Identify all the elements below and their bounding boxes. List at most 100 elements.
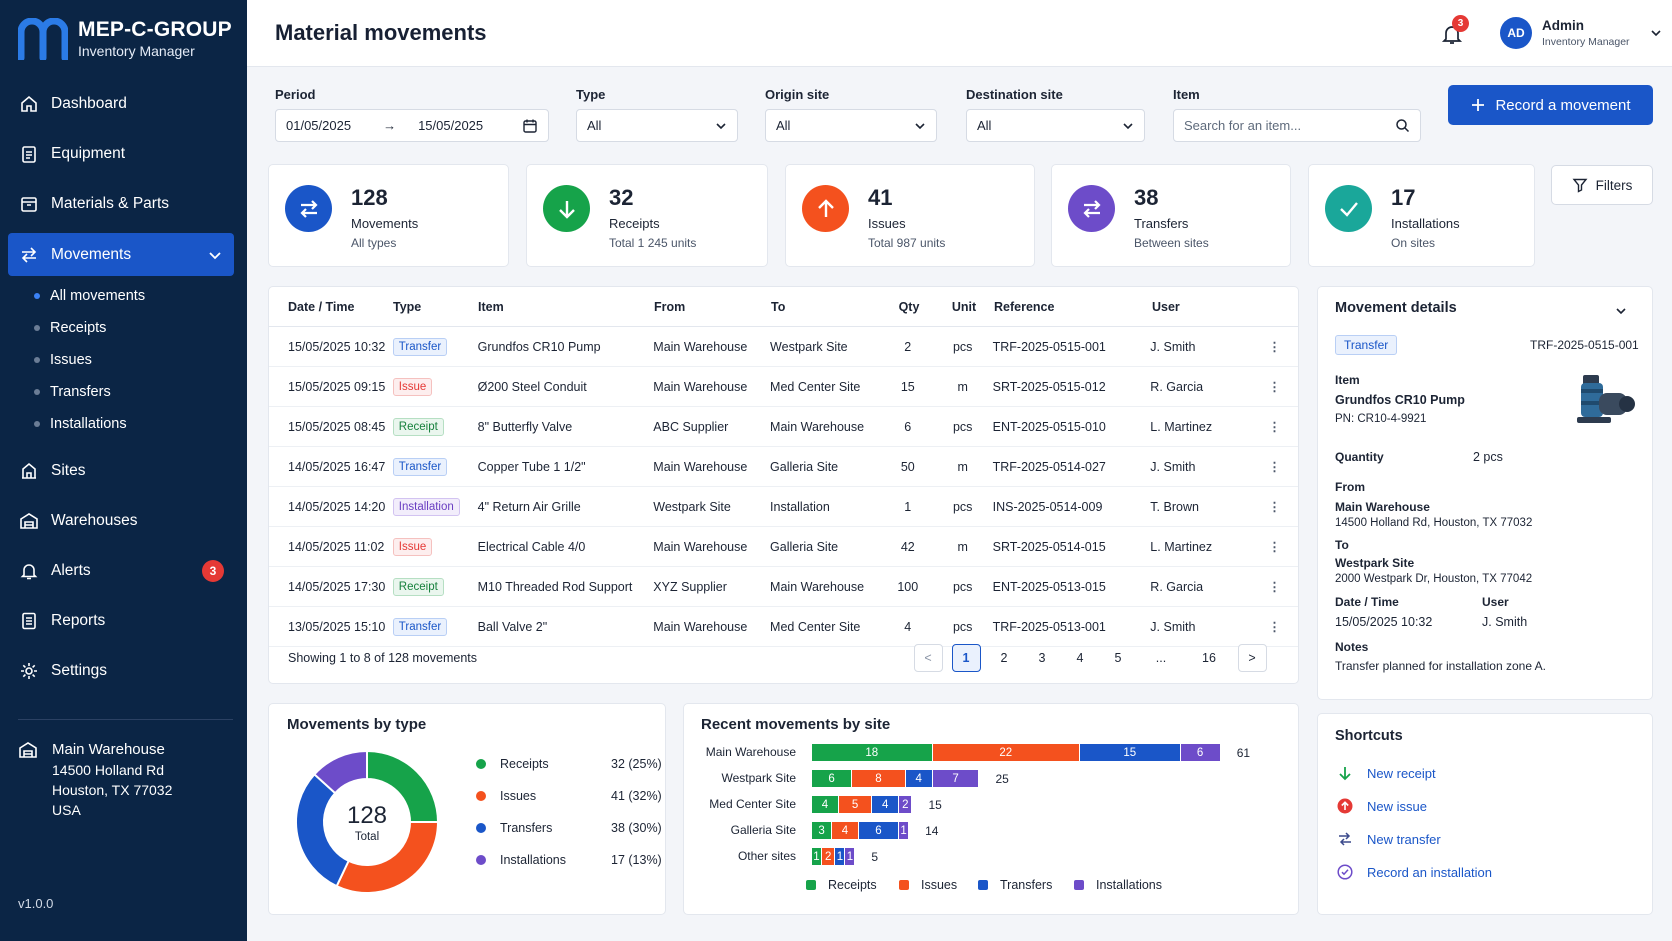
table-row[interactable]: 14/05/2025 17:30 Receipt M10 Threaded Rod … [269, 567, 1298, 607]
page-button-1[interactable]: 1 [947, 644, 985, 672]
period-range-input[interactable]: 01/05/2025 → 15/05/2025 [275, 109, 549, 142]
column-header[interactable]: Qty [898, 299, 920, 314]
nav-warehouses[interactable]: Warehouses [8, 500, 234, 542]
bar-segment-issues[interactable]: 5 [838, 796, 872, 813]
page-button-3[interactable]: 3 [1038, 651, 1046, 665]
row-menu-icon[interactable]: ⋮ [1268, 580, 1281, 594]
bar-segment-installations[interactable]: 2 [899, 796, 912, 813]
donut-center-value: 128 [346, 802, 388, 829]
row-menu-icon[interactable]: ⋮ [1268, 460, 1281, 474]
nav-sites[interactable]: Sites [8, 450, 234, 492]
donut-slice-issues[interactable] [335, 821, 440, 894]
row-menu-icon[interactable]: ⋮ [1268, 340, 1281, 354]
column-header[interactable]: Date / Time [288, 299, 355, 314]
details-item-name: Grundfos CR10 Pump [1335, 393, 1465, 407]
subnav-receipts[interactable]: Receipts [8, 312, 234, 344]
chevron-down-icon[interactable] [1615, 305, 1627, 317]
bar-segment-transfers[interactable]: 6 [858, 822, 899, 839]
subnav-issues[interactable]: Issues [8, 344, 234, 376]
cell-reference: INS-2025-0514-009 [992, 499, 1103, 514]
bar-segment-receipts[interactable]: 6 [812, 770, 852, 787]
nav-movements[interactable]: Movements [8, 233, 234, 276]
stat-card-issues[interactable]: 41 Issues Total 987 units [785, 164, 1035, 267]
user-menu[interactable]: AD Admin Inventory Manager [1500, 17, 1662, 49]
column-header[interactable]: User [1152, 299, 1180, 314]
bar-segment-transfers[interactable]: 4 [872, 796, 899, 813]
stat-card-receipts[interactable]: 32 Receipts Total 1 245 units [526, 164, 768, 267]
bar-segment-installations[interactable]: 7 [932, 770, 979, 787]
page-button-5[interactable]: 5 [1114, 651, 1122, 665]
shortcut-new-receipt[interactable]: New receipt [1337, 765, 1436, 781]
bar-segment-receipts[interactable]: 1 [812, 848, 821, 865]
table-row[interactable]: 15/05/2025 09:15 Issue Ø200 Steel Conduit M… [269, 367, 1298, 407]
prev-page-button[interactable]: < [909, 644, 947, 672]
bar-segment-installations[interactable]: 1 [845, 848, 855, 865]
row-menu-icon[interactable]: ⋮ [1268, 380, 1281, 394]
column-header[interactable]: From [654, 299, 686, 314]
shortcut-new-transfer[interactable]: New transfer [1337, 831, 1441, 847]
date-to[interactable]: 15/05/2025 [418, 118, 484, 133]
bar-segment-installations[interactable]: 1 [899, 822, 909, 839]
type-badge: Transfer [392, 617, 448, 636]
nav-alerts[interactable]: Alerts 3 [8, 550, 234, 592]
nav-equipment[interactable]: Equipment [8, 133, 234, 175]
table-row[interactable]: 15/05/2025 10:32 Transfer Grundfos CR10 Pu… [269, 327, 1298, 367]
date-from[interactable]: 01/05/2025 [286, 118, 352, 133]
next-page-button[interactable]: > [1233, 644, 1271, 672]
stat-card-transfers[interactable]: 38 Transfers Between sites [1051, 164, 1291, 267]
table-row[interactable]: 14/05/2025 16:47 Transfer Copper Tube 1 1/… [269, 447, 1298, 487]
destination-site-select[interactable]: All [966, 109, 1145, 142]
row-menu-icon[interactable]: ⋮ [1268, 420, 1281, 434]
table-row[interactable]: 14/05/2025 11:02 Issue Electrical Cable 4/… [269, 527, 1298, 567]
bar-segment-issues[interactable]: 8 [852, 770, 905, 787]
subnav-all-movements[interactable]: All movements [8, 280, 234, 312]
filters-button[interactable]: Filters [1551, 165, 1653, 205]
page-button-16[interactable]: 16 [1202, 651, 1216, 665]
cell-item: 4" Return Air Grille [477, 499, 581, 514]
stat-card-movements[interactable]: 128 Movements All types [268, 164, 509, 267]
calendar-icon[interactable] [522, 118, 538, 134]
nav-materials[interactable]: Materials & Parts [8, 183, 234, 225]
row-menu-icon[interactable]: ⋮ [1268, 620, 1281, 634]
brand[interactable]: MEP-C-GROUP Inventory Manager [18, 18, 232, 60]
bar-segment-issues[interactable]: 4 [832, 822, 858, 839]
bar-segment-receipts[interactable]: 18 [812, 744, 932, 761]
donut-slice-installations[interactable] [312, 749, 368, 795]
table-row[interactable]: 13/05/2025 15:10 Transfer Ball Valve 2" Mai… [269, 607, 1298, 647]
column-header[interactable]: Item [478, 299, 504, 314]
table-row[interactable]: 15/05/2025 08:45 Receipt 8" Butterfly Valv… [269, 407, 1298, 447]
row-menu-icon[interactable]: ⋮ [1268, 540, 1281, 554]
column-header[interactable]: Unit [951, 299, 977, 314]
current-warehouse[interactable]: Main Warehouse 14500 Holland Rd Houston,… [18, 740, 172, 820]
bar-segment-transfers[interactable]: 1 [835, 848, 845, 865]
bar-segment-installations[interactable]: 6 [1180, 744, 1220, 761]
origin-site-select[interactable]: All [765, 109, 937, 142]
period-label: Period [275, 87, 316, 102]
subnav-transfers[interactable]: Transfers [8, 376, 234, 408]
column-header[interactable]: To [771, 299, 786, 314]
item-search-input[interactable]: Search for an item... [1173, 109, 1421, 142]
stat-sub: On sites [1391, 236, 1436, 250]
column-header[interactable]: Type [393, 299, 422, 314]
page-button-4[interactable]: 4 [1076, 651, 1084, 665]
column-header[interactable]: Reference [994, 299, 1055, 314]
stat-card-installations[interactable]: 17 Installations On sites [1308, 164, 1535, 267]
bar-segment-issues[interactable]: 22 [932, 744, 1079, 761]
shortcut-record-installation[interactable]: Record an installation [1337, 864, 1492, 880]
subnav-installations[interactable]: Installations [8, 408, 234, 440]
nav-reports[interactable]: Reports [8, 600, 234, 642]
shortcut-new-issue[interactable]: New issue [1337, 798, 1427, 814]
nav-dashboard[interactable]: Dashboard [8, 83, 234, 125]
bar-segment-receipts[interactable]: 3 [812, 822, 832, 839]
bar-segment-receipts[interactable]: 4 [812, 796, 838, 813]
nav-settings[interactable]: Settings [8, 650, 234, 692]
bar-segment-transfers[interactable]: 15 [1080, 744, 1180, 761]
bar-category-label: Westpark Site [721, 771, 796, 785]
type-select[interactable]: All [576, 109, 738, 142]
bar-segment-transfers[interactable]: 4 [905, 770, 932, 787]
bar-segment-issues[interactable]: 2 [822, 848, 835, 865]
record-movement-button[interactable]: Record a movement [1448, 85, 1653, 125]
page-button-2[interactable]: 2 [1000, 651, 1008, 665]
row-menu-icon[interactable]: ⋮ [1268, 500, 1281, 514]
table-row[interactable]: 14/05/2025 14:20 Installation 4" Return Ai… [269, 487, 1298, 527]
